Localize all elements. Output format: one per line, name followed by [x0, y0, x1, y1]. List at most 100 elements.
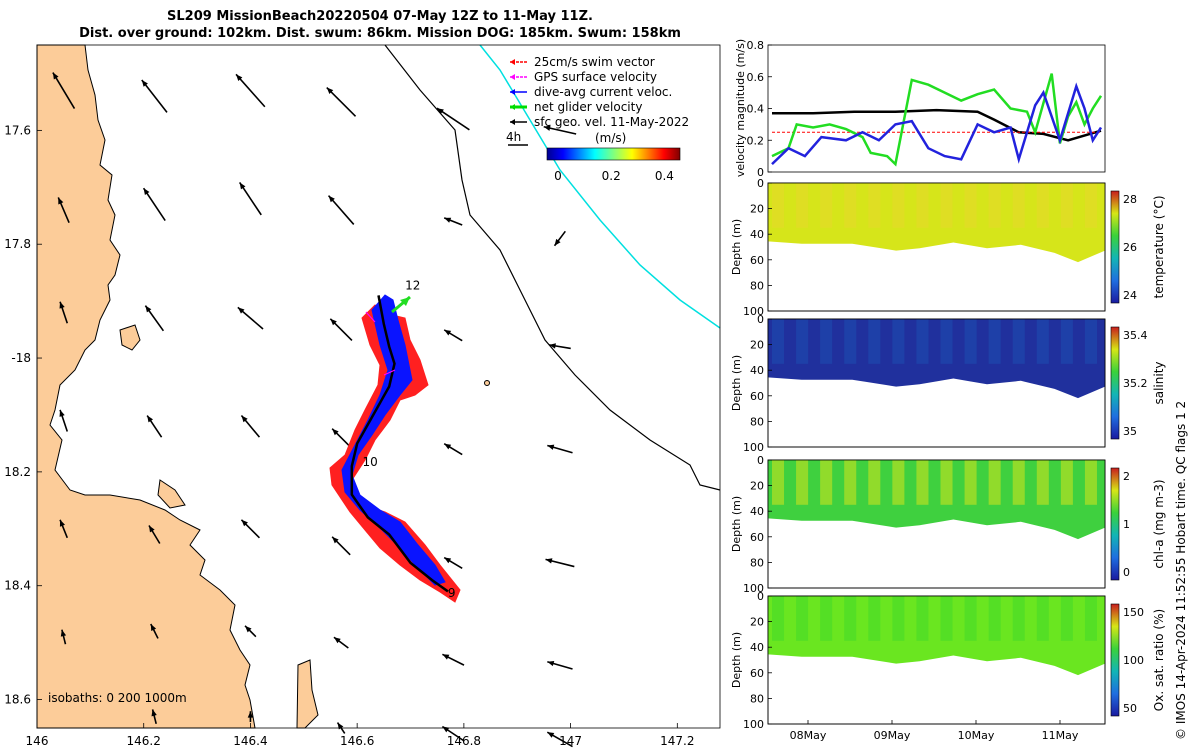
geostrophic-vector — [238, 182, 262, 216]
section-data-stripe — [988, 596, 1001, 641]
legend-swatch-head — [510, 59, 515, 65]
geostrophic-vector-head — [442, 654, 450, 660]
section-y-tick-label: 20 — [750, 339, 764, 352]
section-data-stripe — [772, 319, 785, 364]
section-ylabel: Depth (m) — [730, 355, 743, 411]
geostrophic-vector-head — [241, 415, 248, 423]
section-y-tick-label: 80 — [750, 556, 764, 569]
gps-surface-velocity-arrow — [383, 369, 396, 376]
section-data-stripe — [916, 596, 929, 641]
section-y-tick-label: 20 — [750, 616, 764, 629]
section-colorbar-tick: 50 — [1123, 702, 1137, 715]
geostrophic-vector-head — [545, 558, 553, 564]
section-colorbar-label: salinity — [1152, 361, 1166, 404]
map-y-ticks: 17.6 17.8 -18 18.2 18.4 18.6 — [4, 123, 42, 707]
island-a — [119, 324, 141, 351]
section-data-stripe — [940, 319, 953, 364]
velocity-y-tick-label: 0.4 — [747, 103, 765, 116]
map-panel: 12 10 9 146 146.2 146.4 146.6 146.8 147 147.2 17… — [4, 44, 721, 748]
geostrophic-vector-head — [328, 195, 335, 203]
section-data-stripe — [1012, 596, 1025, 641]
section-panel: 0 20 40 60 80 100 Depth (m) 50 100 150 Ox. sat. ra… — [730, 590, 1166, 742]
colorbar-tick-label: 0.4 — [655, 169, 674, 183]
section-data-stripe — [772, 460, 785, 505]
geostrophic-vectors — [52, 72, 577, 748]
section-y-tick-label: 100 — [743, 582, 764, 595]
section-data-stripe — [940, 460, 953, 505]
section-data-stripe — [820, 596, 833, 641]
section-data-stripe — [1084, 460, 1097, 505]
geostrophic-vector-head — [554, 238, 561, 246]
section-data-stripe — [796, 460, 809, 505]
section-ylabel: Depth (m) — [730, 496, 743, 552]
section-y-tick-label: 0 — [757, 590, 764, 603]
title-line-2: Dist. over ground: 102km. Dist. swum: 86… — [79, 26, 681, 41]
map-x-tick-label: 146.6 — [340, 734, 374, 748]
section-colorbar-tick: 1 — [1123, 518, 1130, 531]
map-x-tick-label: 146 — [26, 734, 49, 748]
geostrophic-vector-head — [59, 519, 66, 527]
glider-track-line — [350, 295, 449, 593]
legend-swatch-head — [510, 104, 515, 110]
section-data-stripe — [796, 319, 809, 364]
section-y-tick-label: 60 — [750, 531, 764, 544]
isobath-1000 — [479, 44, 721, 329]
geostrophic-vector-head — [141, 80, 148, 87]
colorbar-tick-label: 0.2 — [602, 169, 621, 183]
legend-label: dive-avg current veloc. — [534, 85, 672, 99]
section-data-stripe — [1012, 183, 1025, 228]
map-y-tick-label: 17.6 — [4, 123, 31, 137]
section-frame-border — [767, 318, 1106, 448]
velocity-panel: 0 0.2 0.4 0.6 0.8 velocity magnitude (m/s) — [734, 39, 1106, 179]
section-data-stripe — [820, 460, 833, 505]
geostrophic-vector — [326, 86, 357, 117]
section-data-stripe — [964, 460, 977, 505]
section-data-stripe — [940, 183, 953, 228]
geostrophic-vector-head — [145, 305, 152, 313]
section-y-tick-label: 20 — [750, 203, 764, 216]
section-colorbar — [1110, 190, 1120, 304]
legend-swatch-head — [510, 89, 515, 95]
section-data-stripe — [964, 319, 977, 364]
geostrophic-vector-head — [437, 108, 444, 115]
geostrophic-vector-head — [151, 709, 157, 717]
geostrophic-vector-head — [444, 217, 452, 223]
section-y-tick-label: 0 — [757, 177, 764, 190]
section-data-stripe — [964, 183, 977, 228]
section-y-tick-label: 20 — [750, 480, 764, 493]
geostrophic-vector-head — [60, 629, 67, 637]
section-colorbar-tick: 35.2 — [1123, 377, 1148, 390]
section-data-stripe — [868, 319, 881, 364]
geostrophic-vector — [141, 79, 168, 113]
dive-avg-current-swath — [341, 294, 446, 586]
section-data-stripe — [1036, 183, 1049, 228]
geostrophic-vector-head — [59, 301, 65, 309]
section-data-stripe — [964, 596, 977, 641]
map-y-tick-label: 18.4 — [4, 579, 31, 593]
geostrophic-vector-head — [150, 624, 157, 632]
section-data-stripe — [988, 319, 1001, 364]
section-x-tick-label: 10May — [958, 729, 995, 742]
geostrophic-vector — [235, 73, 266, 108]
legend-label: 25cm/s swim vector — [534, 55, 655, 69]
map-y-tick-label: 17.8 — [4, 237, 31, 251]
section-y-tick-label: 0 — [757, 313, 764, 326]
section-data-stripe — [1036, 460, 1049, 505]
section-ylabel: Depth (m) — [730, 219, 743, 275]
section-y-tick-label: 60 — [750, 667, 764, 680]
section-y-tick-label: 0 — [757, 454, 764, 467]
isobaths-label: isobaths: 0 200 1000m — [48, 691, 187, 705]
section-x-tick-label: 11May — [1042, 729, 1079, 742]
section-colorbar — [1110, 467, 1120, 581]
section-y-tick-label: 80 — [750, 692, 764, 705]
geostrophic-vector-head — [332, 536, 339, 544]
map-y-tick-label: 18.2 — [4, 465, 31, 479]
coastline-land — [36, 44, 256, 729]
geostrophic-vector-head — [332, 428, 339, 436]
section-colorbar-tick: 100 — [1123, 654, 1144, 667]
section-data-stripe — [844, 183, 857, 228]
map-y-tick-label: 18.6 — [4, 693, 31, 707]
geostrophic-vector-head — [58, 197, 64, 205]
